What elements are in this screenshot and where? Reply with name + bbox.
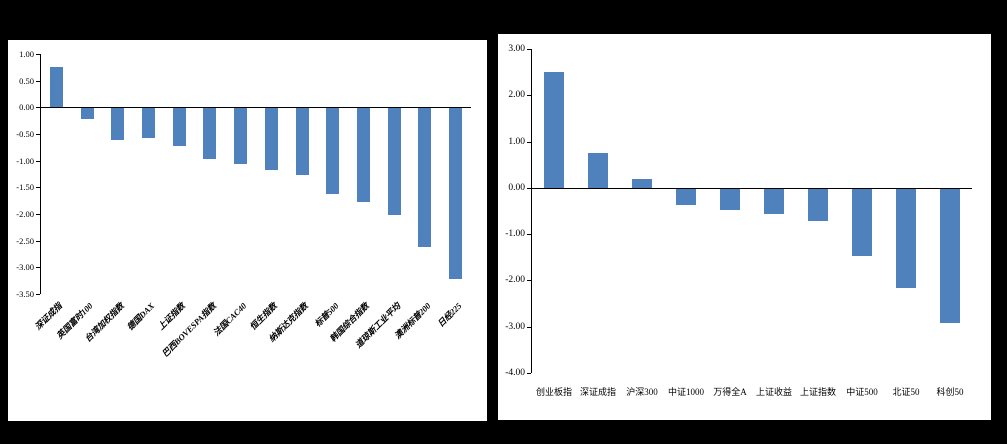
category-label: 北证50: [892, 387, 920, 397]
y-tick-label: -1.00: [505, 229, 525, 240]
bar: [544, 72, 564, 188]
bar: [387, 108, 401, 215]
y-axis-line: [40, 54, 41, 294]
x-axis-line: [531, 188, 972, 189]
y-tick-label: 0.00: [508, 182, 525, 193]
x-axis-line: [40, 107, 471, 108]
global-indices-bar-chart: 1.00 0.50 0.00 -0.50 -1.00 -1.50 -2.00 -2.50 -3.…: [8, 40, 487, 421]
y-tick-mark: [527, 187, 531, 189]
y-tick-mark: [36, 240, 40, 242]
y-tick-mark: [527, 141, 531, 143]
y-tick-label: -3.00: [16, 262, 34, 273]
y-tick-mark: [527, 95, 531, 97]
y-tick-mark: [36, 107, 40, 109]
y-tick-mark: [36, 267, 40, 269]
y-tick-mark: [36, 294, 40, 295]
y-tick-label: -2.00: [16, 209, 34, 219]
bar: [295, 108, 309, 175]
bar: [142, 108, 155, 138]
bar: [418, 108, 432, 247]
category-label: 中证1000: [667, 387, 705, 397]
bar: [234, 108, 248, 165]
category-label: 上证收益: [755, 387, 793, 397]
china-indices-bar-chart: 3.00 2.00 1.00 0.00 -1.00 -2.00 -3.00 -4.00 创业板指…: [498, 34, 991, 420]
y-tick-label: 1.00: [19, 49, 34, 59]
category-label: 万得全A: [713, 387, 747, 397]
y-tick-mark: [527, 280, 531, 282]
y-axis-line: [531, 49, 532, 373]
y-tick-label: 0.00: [19, 102, 34, 113]
bar: [896, 188, 916, 289]
y-tick-mark: [527, 49, 531, 50]
category-label: 创业板指: [535, 387, 573, 397]
y-tick-label: -1.50: [16, 182, 34, 193]
y-tick-label: -3.50: [16, 289, 34, 299]
y-tick-label: 3.00: [508, 44, 525, 54]
y-tick-mark: [36, 80, 40, 82]
bar: [80, 108, 94, 119]
y-tick-label: -2.00: [505, 275, 525, 286]
y-tick-label: 0.50: [19, 75, 34, 86]
bar: [632, 178, 652, 188]
bar: [852, 188, 872, 256]
bar: [172, 108, 186, 146]
bar: [264, 108, 278, 170]
y-tick-mark: [527, 373, 531, 374]
y-tick-mark: [36, 134, 40, 135]
category-label: 科创50: [936, 387, 964, 397]
y-tick-mark: [527, 234, 531, 236]
bar: [808, 188, 828, 222]
category-label: 上证指数: [799, 387, 837, 397]
bar: [357, 108, 370, 202]
y-tick-mark: [36, 54, 40, 55]
y-tick-mark: [36, 187, 40, 189]
bar: [111, 108, 125, 141]
category-label: 德国DAX: [124, 300, 157, 333]
bar: [49, 67, 63, 108]
y-tick-label: -4.00: [505, 368, 525, 378]
y-tick-label: -2.50: [16, 235, 34, 246]
y-tick-mark: [36, 214, 40, 215]
y-tick-label: -1.00: [16, 155, 34, 166]
bar: [940, 188, 960, 324]
y-tick-label: 2.00: [508, 90, 525, 101]
bar: [588, 153, 608, 188]
category-label: 中证500: [846, 387, 878, 397]
bar: [203, 108, 217, 159]
y-tick-label: -3.00: [505, 321, 525, 332]
y-tick-mark: [527, 326, 531, 328]
bar: [449, 108, 463, 279]
bar: [764, 188, 784, 215]
category-label: 深证成指: [579, 387, 617, 397]
y-tick-label: -0.50: [16, 129, 34, 139]
bar: [676, 188, 696, 206]
y-tick-mark: [36, 160, 40, 162]
y-tick-label: 1.00: [508, 136, 525, 147]
category-label: 日经225: [435, 300, 464, 329]
bar: [326, 108, 340, 194]
bar: [720, 188, 740, 210]
category-label: 沪深300: [626, 387, 658, 397]
